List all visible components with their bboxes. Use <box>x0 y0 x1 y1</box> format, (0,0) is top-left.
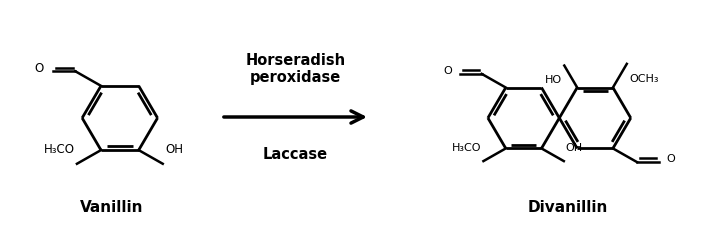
Text: OCH₃: OCH₃ <box>630 74 659 84</box>
Text: OH: OH <box>566 143 583 153</box>
Text: Laccase: Laccase <box>263 146 328 162</box>
Text: O: O <box>443 66 452 76</box>
Text: HO: HO <box>545 75 562 85</box>
Text: H₃CO: H₃CO <box>44 143 75 156</box>
Text: OH: OH <box>166 143 184 156</box>
Text: H₃CO: H₃CO <box>452 143 482 153</box>
Text: O: O <box>34 62 44 75</box>
Text: Divanillin: Divanillin <box>528 200 609 215</box>
Text: Vanillin: Vanillin <box>80 200 144 215</box>
Text: Horseradish
peroxidase: Horseradish peroxidase <box>246 53 345 85</box>
Text: O: O <box>667 154 675 164</box>
